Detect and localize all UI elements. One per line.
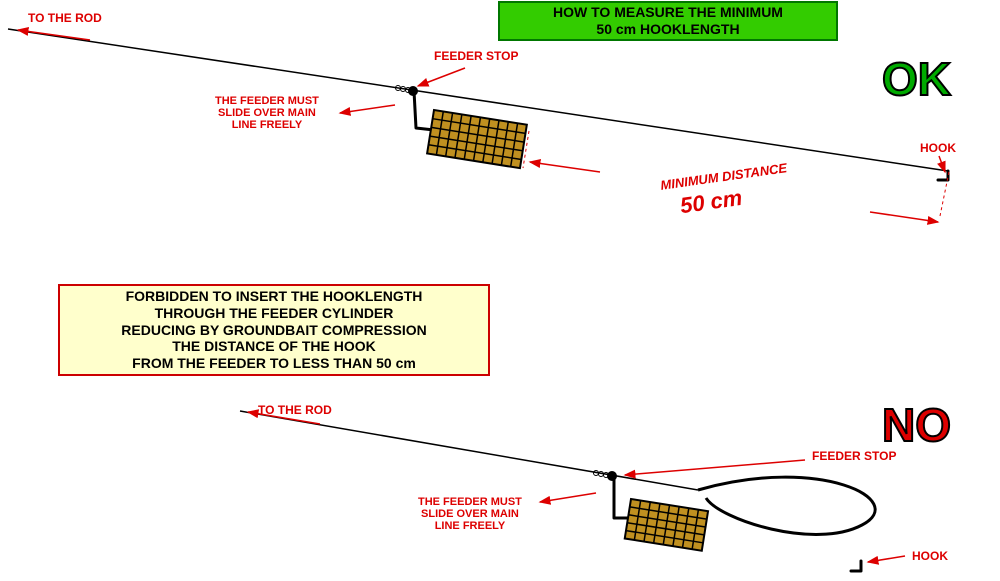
to-rod-label-bot: TO THE ROD	[258, 404, 332, 417]
hook-label-top: HOOK	[920, 142, 956, 155]
ok-word: OK	[882, 52, 951, 106]
feeder-stop-label-top: FEEDER STOP	[434, 50, 518, 63]
title-text: HOW TO MEASURE THE MINIMUM 50 cm HOOKLEN…	[553, 4, 783, 38]
feeder-stop-label-bot: FEEDER STOP	[812, 450, 896, 463]
feeder-slide-label-bot: THE FEEDER MUST SLIDE OVER MAIN LINE FRE…	[418, 496, 522, 532]
forbidden-text: FORBIDDEN TO INSERT THE HOOKLENGTH THROU…	[121, 288, 426, 372]
fifty-cm-label: 50 cm	[679, 186, 744, 219]
no-word: NO	[882, 398, 951, 452]
hook-label-bot: HOOK	[912, 550, 948, 563]
title-box: HOW TO MEASURE THE MINIMUM 50 cm HOOKLEN…	[498, 1, 838, 41]
forbidden-box: FORBIDDEN TO INSERT THE HOOKLENGTH THROU…	[58, 284, 490, 376]
feeder-slide-label-top: THE FEEDER MUST SLIDE OVER MAIN LINE FRE…	[215, 95, 319, 131]
to-rod-label-top: TO THE ROD	[28, 12, 102, 25]
